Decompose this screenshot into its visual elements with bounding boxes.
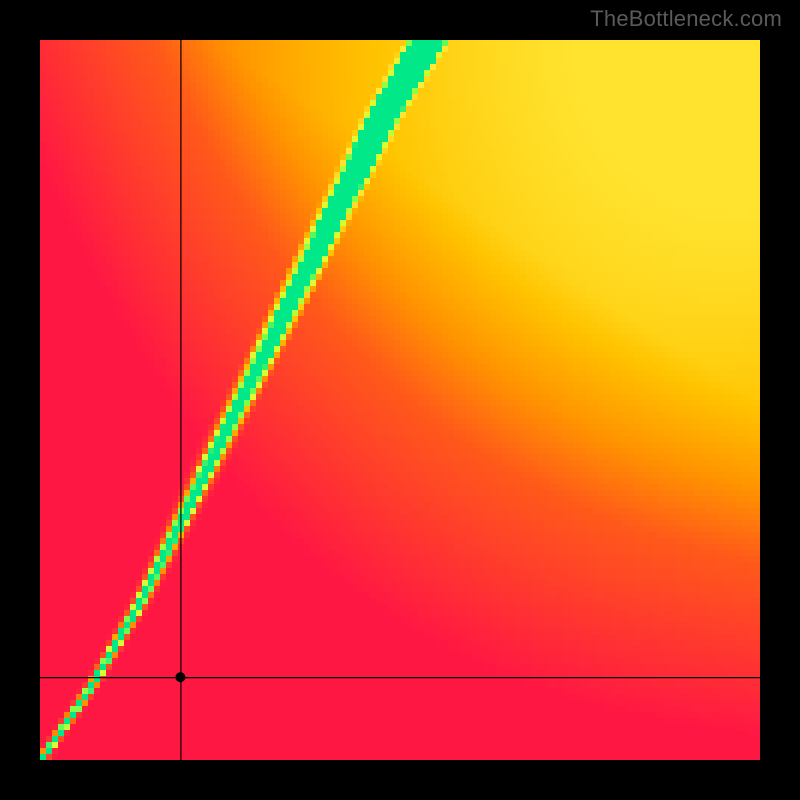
chart-container: TheBottleneck.com: [0, 0, 800, 800]
heatmap-canvas: [40, 40, 760, 760]
watermark-text: TheBottleneck.com: [590, 6, 782, 32]
heatmap-plot: [40, 40, 760, 760]
